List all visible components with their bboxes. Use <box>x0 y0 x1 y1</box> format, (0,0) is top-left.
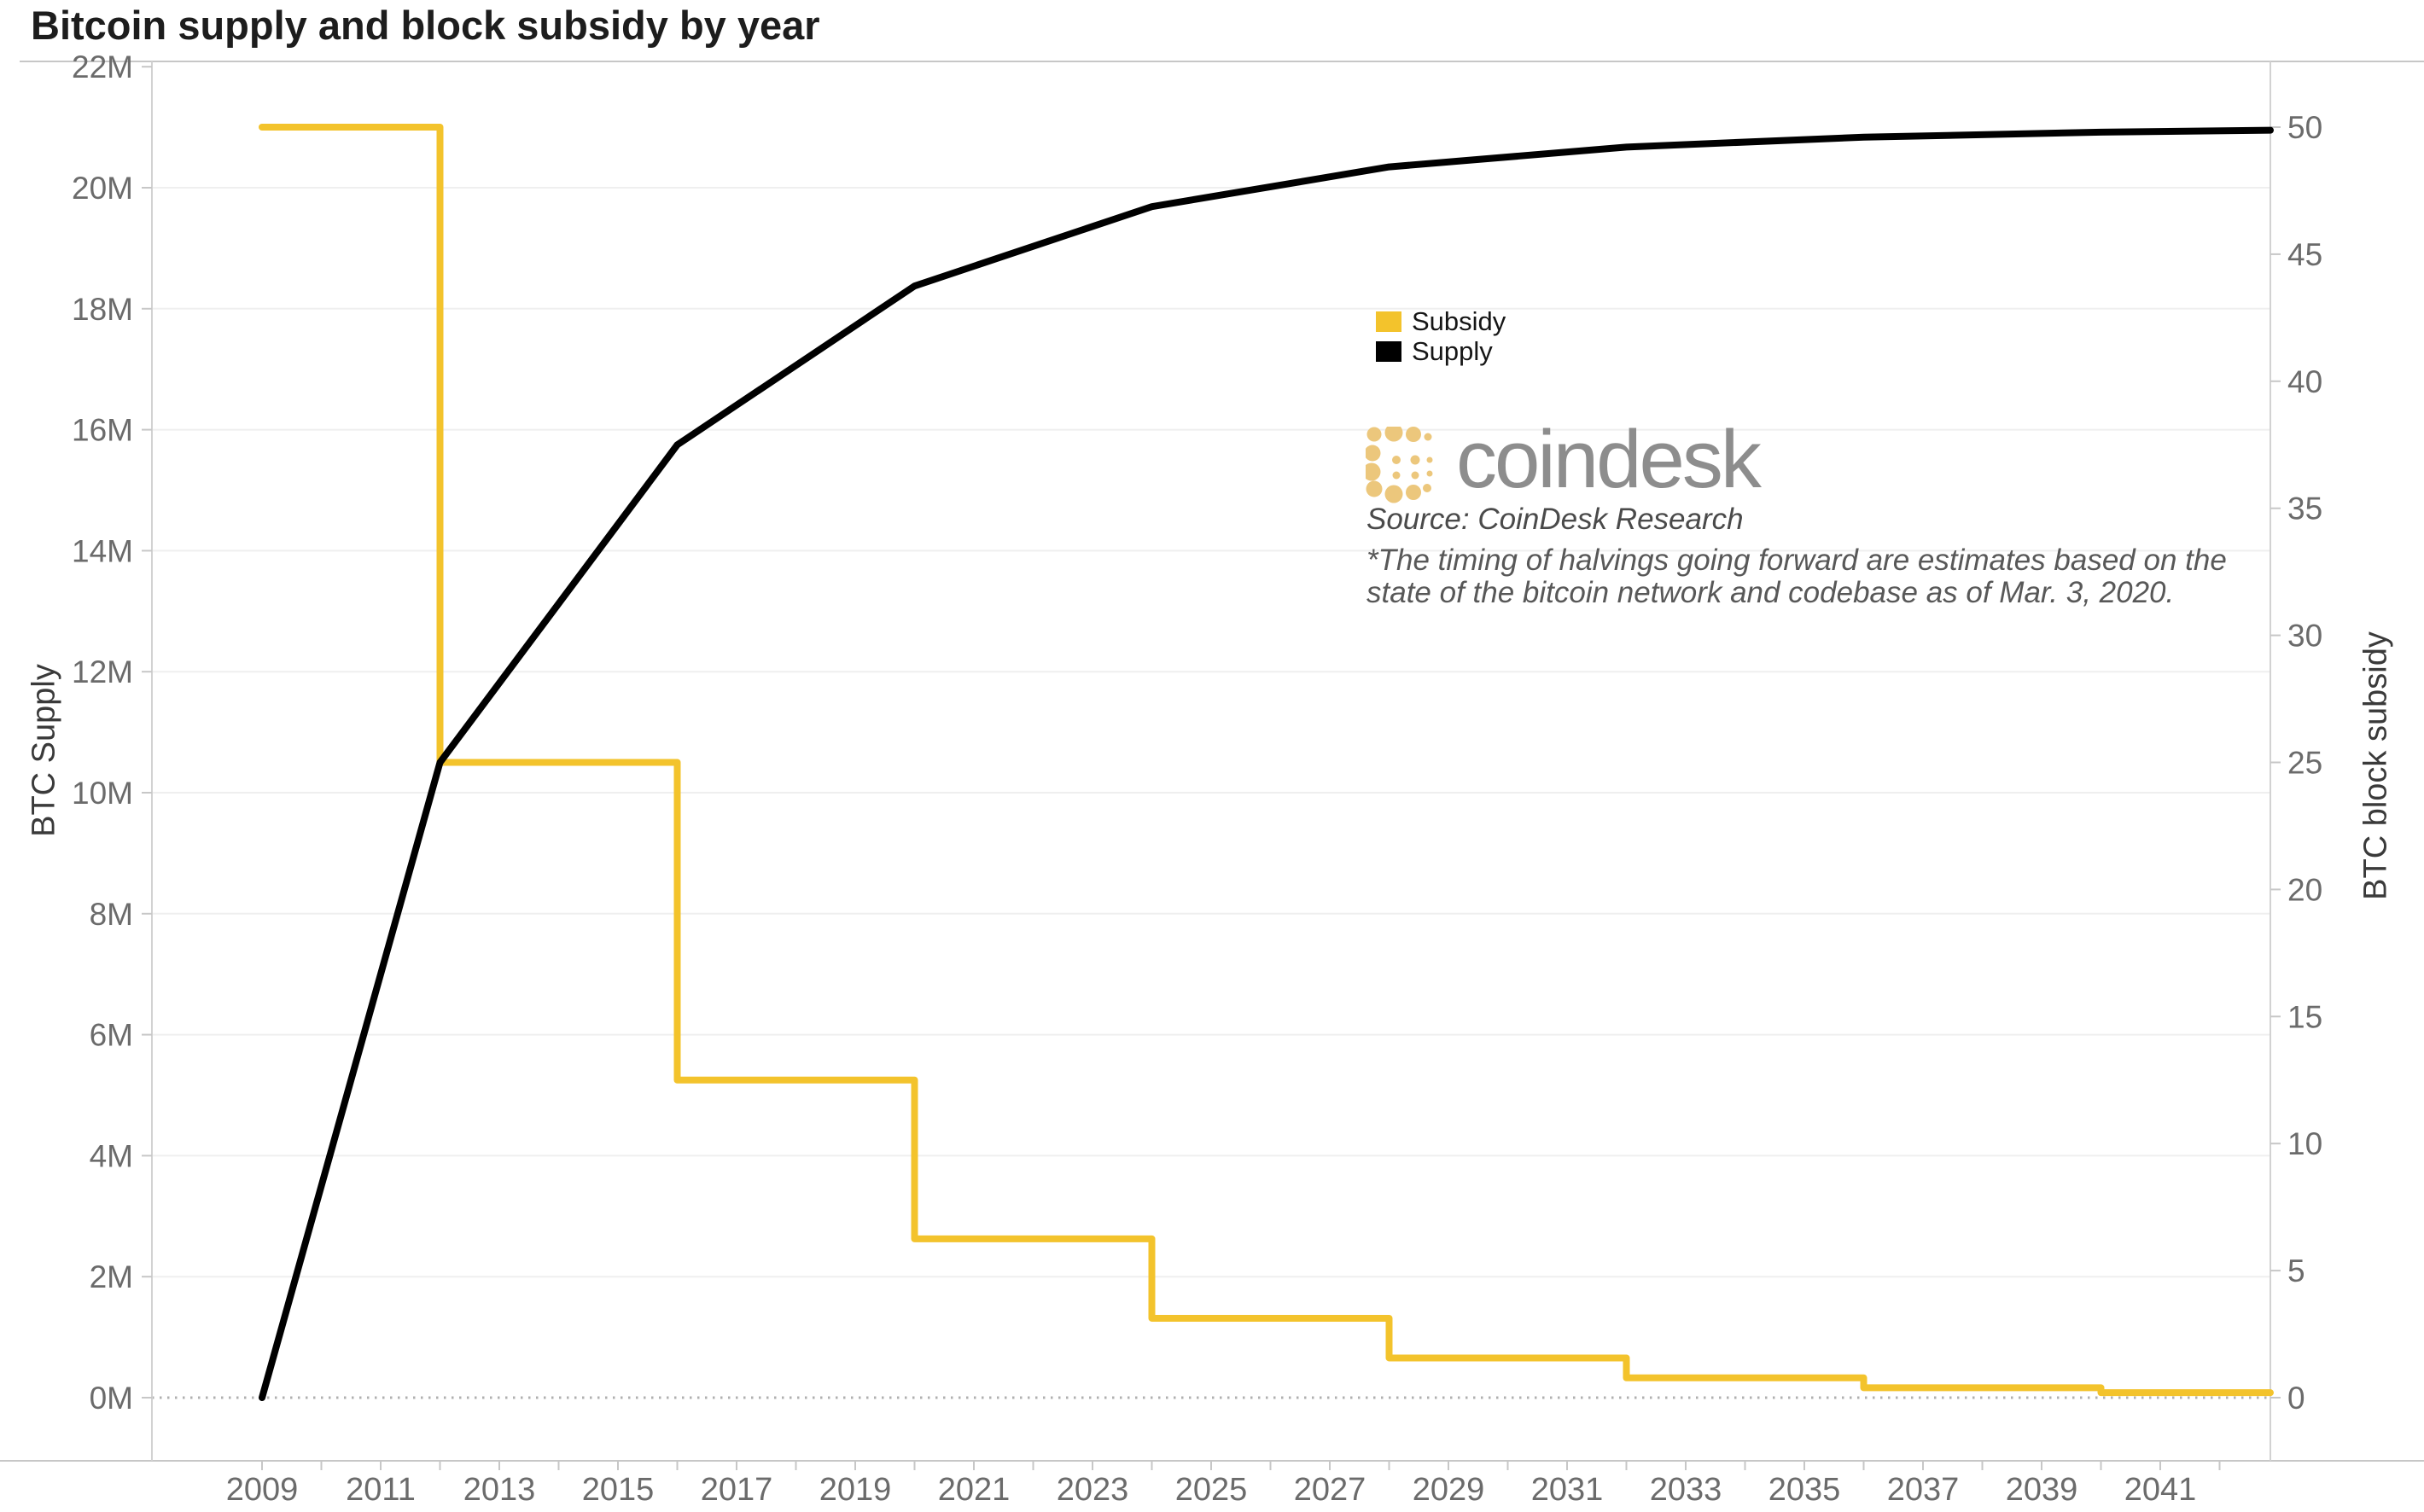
y-axis-title-left: BTC Supply <box>26 664 62 837</box>
y-axis-title-right: BTC block subsidy <box>2357 631 2394 900</box>
y-right-tick-label: 35 <box>2287 491 2322 526</box>
y-left-tick-label: 22M <box>72 49 133 84</box>
legend: Subsidy Supply <box>1376 306 1506 366</box>
x-tick-label: 2031 <box>1531 1472 1604 1508</box>
legend-swatch-subsidy <box>1376 311 1401 332</box>
y-left-tick-label: 12M <box>72 654 133 689</box>
y-left-tick-label: 20M <box>72 171 133 206</box>
page-title: Bitcoin supply and block subsidy by year <box>31 3 820 48</box>
legend-item-supply: Supply <box>1376 336 1506 366</box>
y-right-tick-label: 15 <box>2287 999 2322 1034</box>
x-tick-label: 2033 <box>1650 1472 1722 1508</box>
y-right-tick-label: 0 <box>2287 1381 2305 1416</box>
x-tick-label: 2015 <box>582 1472 655 1508</box>
y-left-tick-label: 4M <box>90 1138 133 1173</box>
x-tick-label: 2039 <box>2006 1472 2078 1508</box>
y-right-tick-label: 10 <box>2287 1126 2322 1161</box>
x-tick-label: 2037 <box>1887 1472 1960 1508</box>
x-tick-label: 2011 <box>346 1472 416 1508</box>
y-right-tick-label: 40 <box>2287 364 2322 399</box>
y-left-tick-label: 10M <box>72 776 133 811</box>
y-left-tick-label: 8M <box>90 897 133 932</box>
footnote-line-2: state of the bitcoin network and codebas… <box>1366 576 2175 609</box>
y-right-tick-label: 50 <box>2287 110 2322 145</box>
x-tick-label: 2023 <box>1057 1472 1129 1508</box>
y-left-tick-label: 16M <box>72 413 133 448</box>
footnote: *The timing of halvings going forward ar… <box>1366 544 2227 609</box>
x-tick-label: 2027 <box>1294 1472 1366 1508</box>
x-tick-label: 2009 <box>226 1472 299 1508</box>
y-left-tick-label: 2M <box>90 1259 133 1294</box>
x-tick-label: 2041 <box>2124 1472 2197 1508</box>
y-right-tick-label: 5 <box>2287 1253 2305 1288</box>
y-left-tick-label: 0M <box>90 1381 133 1416</box>
x-tick-label: 2017 <box>701 1472 773 1508</box>
source-note: Source: CoinDesk Research <box>1366 503 1744 536</box>
x-tick-label: 2025 <box>1175 1472 1248 1508</box>
legend-item-subsidy: Subsidy <box>1376 306 1506 336</box>
supply-line <box>259 126 2274 1401</box>
y-right-tick-label: 30 <box>2287 619 2322 654</box>
y-left-tick-label: 14M <box>72 533 133 568</box>
x-tick-label: 2029 <box>1413 1472 1485 1508</box>
y-left-tick-label: 18M <box>72 292 133 327</box>
y-right-tick-label: 20 <box>2287 872 2322 907</box>
footnote-line-1: *The timing of halvings going forward ar… <box>1366 544 2227 577</box>
y-left-tick-label: 6M <box>90 1018 133 1053</box>
legend-swatch-supply <box>1376 341 1401 362</box>
x-tick-label: 2035 <box>1768 1472 1841 1508</box>
x-tick-label: 2013 <box>463 1472 536 1508</box>
y-right-tick-label: 45 <box>2287 237 2322 272</box>
x-tick-label: 2019 <box>819 1472 892 1508</box>
subsidy-line <box>259 124 2274 1397</box>
legend-label-subsidy: Subsidy <box>1412 306 1506 336</box>
legend-label-supply: Supply <box>1412 336 1493 366</box>
coindesk-logo-icon <box>1366 427 1433 503</box>
x-tick-label: 2021 <box>938 1472 1011 1508</box>
y-right-tick-label: 25 <box>2287 746 2322 781</box>
coindesk-logo-text: coindesk <box>1456 414 1762 505</box>
